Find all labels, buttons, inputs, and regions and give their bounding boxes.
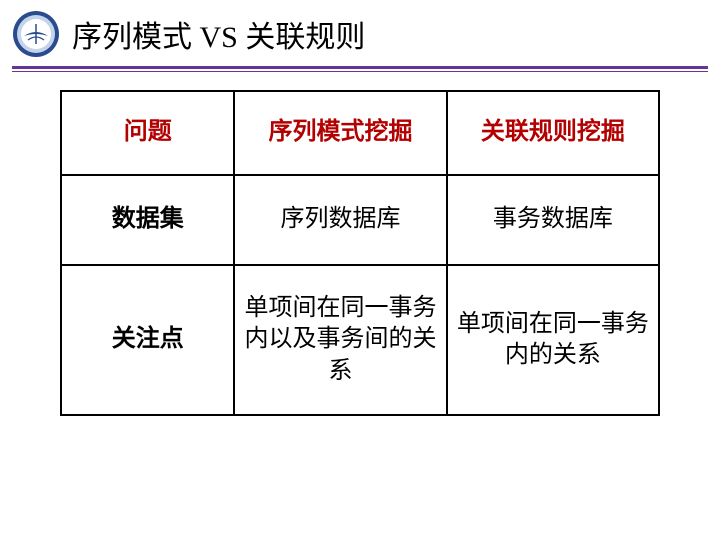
cell-focus-association: 单项间在同一事务内的关系 <box>447 265 659 415</box>
col-header-sequential: 序列模式挖掘 <box>234 91 446 175</box>
col-header-association: 关联规则挖掘 <box>447 91 659 175</box>
col-header-problem: 问题 <box>61 91 234 175</box>
row-head-dataset: 数据集 <box>61 175 234 265</box>
slide-title: 序列模式 VS 关联规则 <box>72 12 365 56</box>
cell-focus-sequential: 单项间在同一事务内以及事务间的关系 <box>234 265 446 415</box>
table-row: 关注点 单项间在同一事务内以及事务间的关系 单项间在同一事务内的关系 <box>61 265 659 415</box>
table-header-row: 问题 序列模式挖掘 关联规则挖掘 <box>61 91 659 175</box>
cell-dataset-sequential: 序列数据库 <box>234 175 446 265</box>
organization-logo-icon <box>12 10 60 58</box>
comparison-table: 问题 序列模式挖掘 关联规则挖掘 数据集 序列数据库 事务数据库 关注点 单项间… <box>60 90 660 416</box>
slide-header: 序列模式 VS 关联规则 <box>0 0 720 66</box>
table-row: 数据集 序列数据库 事务数据库 <box>61 175 659 265</box>
table-container: 问题 序列模式挖掘 关联规则挖掘 数据集 序列数据库 事务数据库 关注点 单项间… <box>0 72 720 416</box>
row-head-focus: 关注点 <box>61 265 234 415</box>
cell-dataset-association: 事务数据库 <box>447 175 659 265</box>
header-divider-thick <box>12 66 708 69</box>
